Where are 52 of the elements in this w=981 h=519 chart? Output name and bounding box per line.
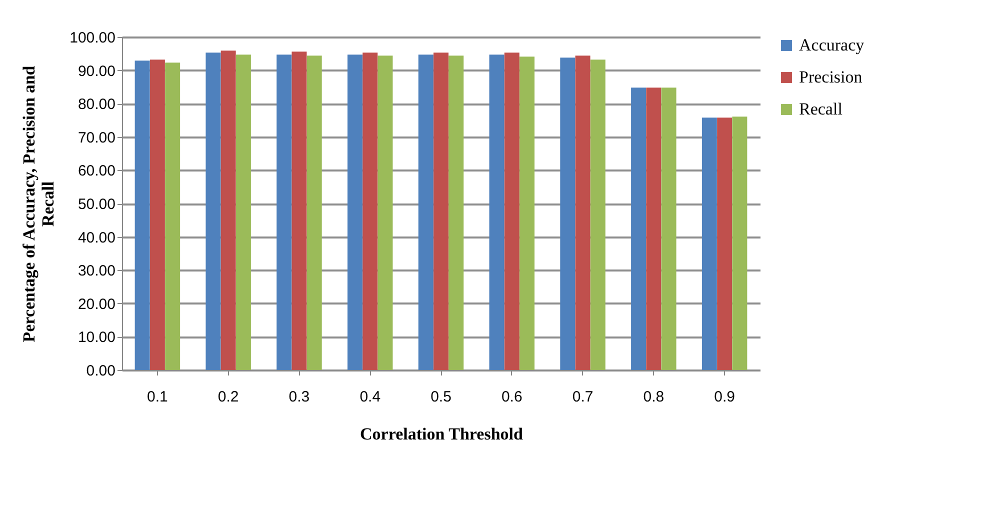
bar bbox=[150, 60, 165, 370]
bar bbox=[206, 52, 221, 370]
bar bbox=[276, 54, 292, 370]
y-tick-label: 30.00 bbox=[78, 262, 116, 280]
bar bbox=[165, 62, 180, 370]
x-axis-title: Correlation Threshold bbox=[360, 424, 524, 444]
bar bbox=[590, 60, 606, 370]
bar bbox=[702, 118, 717, 370]
y-tick-label: 40.00 bbox=[78, 229, 116, 246]
x-tick-label: 0.4 bbox=[360, 388, 381, 406]
y-tick-label: 90.00 bbox=[78, 62, 116, 80]
x-tick-label: 0.9 bbox=[714, 388, 735, 406]
y-tick-label: 0.00 bbox=[86, 362, 116, 380]
bar bbox=[134, 60, 150, 370]
bar bbox=[575, 56, 590, 370]
bar bbox=[504, 52, 520, 370]
x-tick-label: 0.1 bbox=[147, 388, 168, 406]
bar bbox=[306, 56, 322, 370]
bar bbox=[717, 118, 732, 370]
bar bbox=[418, 54, 434, 370]
bar bbox=[661, 88, 676, 370]
bar bbox=[646, 88, 662, 370]
y-tick-label: 60.00 bbox=[78, 162, 116, 180]
bar bbox=[362, 52, 378, 370]
y-tick-label: 20.00 bbox=[78, 296, 116, 313]
legend-label: Recall bbox=[799, 100, 843, 118]
x-tick-label: 0.7 bbox=[572, 388, 594, 406]
x-tick-label: 0.3 bbox=[288, 388, 310, 406]
bar bbox=[220, 50, 236, 370]
y-axis-title: Percentage of Accuracy, Precision and Recall bbox=[20, 65, 58, 342]
bar bbox=[631, 88, 646, 370]
bar bbox=[489, 54, 504, 370]
legend-label: Precision bbox=[799, 68, 863, 86]
legend-label: Accuracy bbox=[799, 36, 865, 54]
bar bbox=[520, 56, 535, 370]
bar bbox=[732, 116, 748, 370]
bar bbox=[292, 52, 307, 370]
bar bbox=[347, 54, 362, 370]
y-tick-label: 70.00 bbox=[78, 129, 116, 146]
x-tick-label: 0.5 bbox=[430, 388, 452, 406]
bar bbox=[448, 56, 464, 370]
y-tick-label: 100.00 bbox=[70, 30, 116, 46]
x-tick-label: 0.6 bbox=[501, 388, 522, 406]
x-tick-label: 0.8 bbox=[643, 388, 664, 406]
y-tick-label: 10.00 bbox=[78, 329, 116, 346]
bar bbox=[560, 58, 576, 370]
bar bbox=[434, 52, 448, 370]
bar bbox=[378, 56, 393, 370]
y-tick-label: 50.00 bbox=[78, 196, 116, 213]
y-tick-label: 80.00 bbox=[78, 96, 116, 114]
bar bbox=[236, 54, 251, 370]
x-tick-label: 0.2 bbox=[218, 388, 239, 406]
